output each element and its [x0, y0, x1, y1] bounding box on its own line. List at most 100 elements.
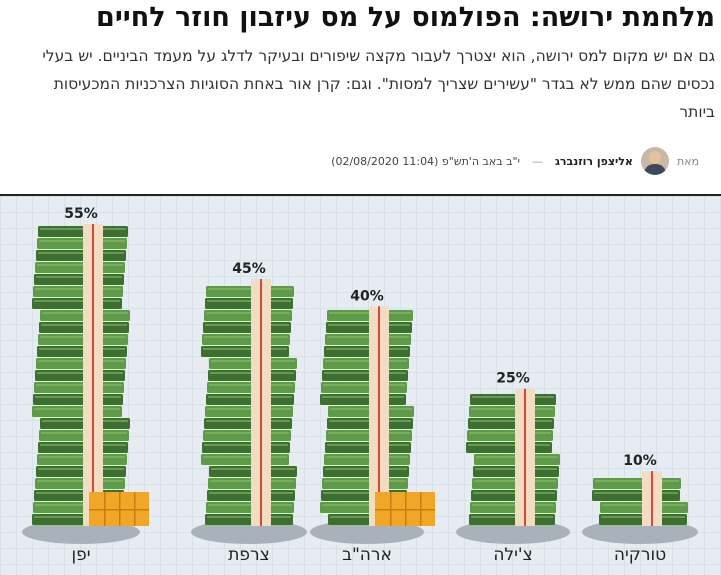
- bar-value-label: 40%: [350, 288, 384, 304]
- bundle-highlight: [594, 492, 678, 494]
- money-bundle: [32, 406, 122, 417]
- category-label: צרפת: [228, 545, 269, 565]
- bundle-highlight: [208, 288, 292, 290]
- bar-value-label: 25%: [496, 371, 530, 387]
- bundle-highlight: [39, 456, 125, 458]
- category-label: יפן: [71, 545, 90, 565]
- money-bundle: [37, 454, 127, 465]
- category-label: טורקיה: [614, 545, 666, 565]
- money-band-line: [524, 388, 526, 526]
- bundle-highlight: [327, 444, 409, 446]
- bundle-highlight: [204, 444, 288, 446]
- gold-bar-edge: [89, 509, 149, 511]
- bundle-highlight: [38, 252, 124, 254]
- bundle-highlight: [206, 420, 290, 422]
- money-bundle: [205, 298, 293, 309]
- money-bundle: [593, 478, 681, 489]
- money-bundle: [324, 454, 410, 465]
- bundle-highlight: [327, 336, 409, 338]
- bundle-highlight: [205, 432, 289, 434]
- money-bundle: [36, 466, 126, 477]
- money-bundle: [470, 394, 556, 405]
- publish-date: י"ב באב ה'תש"פ (11:04 02/08/2020): [331, 154, 520, 168]
- bundle-highlight: [35, 504, 121, 506]
- money-bundle: [205, 406, 293, 417]
- money-bundle: [469, 514, 555, 525]
- bundle-highlight: [471, 408, 553, 410]
- bundle-highlight: [323, 384, 405, 386]
- money-bundle: [35, 262, 125, 273]
- money-band-line: [260, 278, 262, 526]
- bundle-highlight: [37, 264, 123, 266]
- bundle-highlight: [595, 480, 679, 482]
- money-bundle: [37, 346, 127, 357]
- money-bundle: [34, 274, 124, 285]
- bundle-highlight: [207, 408, 291, 410]
- chart-svg: 55% יפן 45% צרפת 40% ארה"ב 25% צ'ילה 10% טורקיה: [22, 206, 698, 565]
- bar-group: 40% ארה"ב: [310, 288, 435, 565]
- tax-rate-chart: 55% יפן 45% צרפת 40% ארה"ב 25% צ'ילה 10% טורקיה: [0, 196, 721, 575]
- bundle-highlight: [207, 516, 291, 518]
- article-headline: מלחמת ירושה: הפולמוס על מס עיזבון חוזר ל…: [96, 2, 715, 33]
- bundle-highlight: [472, 504, 554, 506]
- bundle-highlight: [34, 408, 120, 410]
- money-bundle: [35, 370, 125, 381]
- bundle-highlight: [39, 240, 125, 242]
- bundle-highlight: [325, 360, 407, 362]
- money-bundle: [206, 286, 294, 297]
- bundle-highlight: [469, 432, 551, 434]
- bundle-highlight: [322, 396, 404, 398]
- bundle-highlight: [324, 480, 406, 482]
- author-name[interactable]: אליצפן רוזנברג: [554, 154, 633, 168]
- money-bundle: [320, 394, 406, 405]
- money-bundle: [592, 490, 680, 501]
- bar-group: 10% טורקיה: [582, 453, 698, 565]
- category-label: ארה"ב: [342, 545, 392, 565]
- bundle-highlight: [35, 396, 121, 398]
- bundle-highlight: [325, 468, 407, 470]
- gold-bar-edge: [375, 509, 435, 511]
- money-bundle: [33, 286, 123, 297]
- money-bundle: [33, 394, 123, 405]
- money-bundle: [322, 370, 408, 381]
- bundle-highlight: [322, 504, 404, 506]
- byline-separator: —: [531, 154, 543, 168]
- bundle-highlight: [324, 372, 406, 374]
- money-bundle: [325, 334, 411, 345]
- money-band-line: [378, 306, 380, 526]
- money-bundle: [35, 478, 125, 489]
- money-bundle: [466, 442, 552, 453]
- category-label: צ'ילה: [493, 545, 532, 565]
- money-bundle: [321, 382, 407, 393]
- bundle-highlight: [34, 516, 120, 518]
- money-bundle: [324, 346, 410, 357]
- money-bundle: [206, 394, 294, 405]
- bundle-highlight: [208, 504, 292, 506]
- money-bundle: [467, 430, 553, 441]
- money-band-line: [651, 471, 653, 526]
- money-bundle: [323, 358, 409, 369]
- bundle-highlight: [36, 384, 122, 386]
- money-bundle: [323, 466, 409, 477]
- money-bundle: [32, 298, 122, 309]
- bundle-highlight: [470, 420, 552, 422]
- author-avatar-icon[interactable]: [640, 147, 669, 175]
- bundle-highlight: [36, 492, 122, 494]
- money-bundle: [37, 238, 127, 249]
- money-bundle: [203, 430, 291, 441]
- bundle-highlight: [205, 324, 289, 326]
- bundle-highlight: [37, 480, 123, 482]
- bundle-highlight: [203, 456, 287, 458]
- money-bundle: [204, 418, 292, 429]
- bundle-highlight: [38, 360, 124, 362]
- bundle-highlight: [208, 396, 292, 398]
- money-bundle: [322, 478, 408, 489]
- money-bundle: [36, 358, 126, 369]
- byline: מאת אליצפן רוזנברג — י"ב באב ה'תש"פ (11:…: [331, 147, 699, 175]
- bar-group: 25% צ'ילה: [456, 371, 570, 565]
- bundle-highlight: [39, 348, 125, 350]
- money-bundle: [201, 454, 289, 465]
- bundle-highlight: [204, 336, 288, 338]
- bundle-highlight: [36, 276, 122, 278]
- bundle-highlight: [326, 348, 408, 350]
